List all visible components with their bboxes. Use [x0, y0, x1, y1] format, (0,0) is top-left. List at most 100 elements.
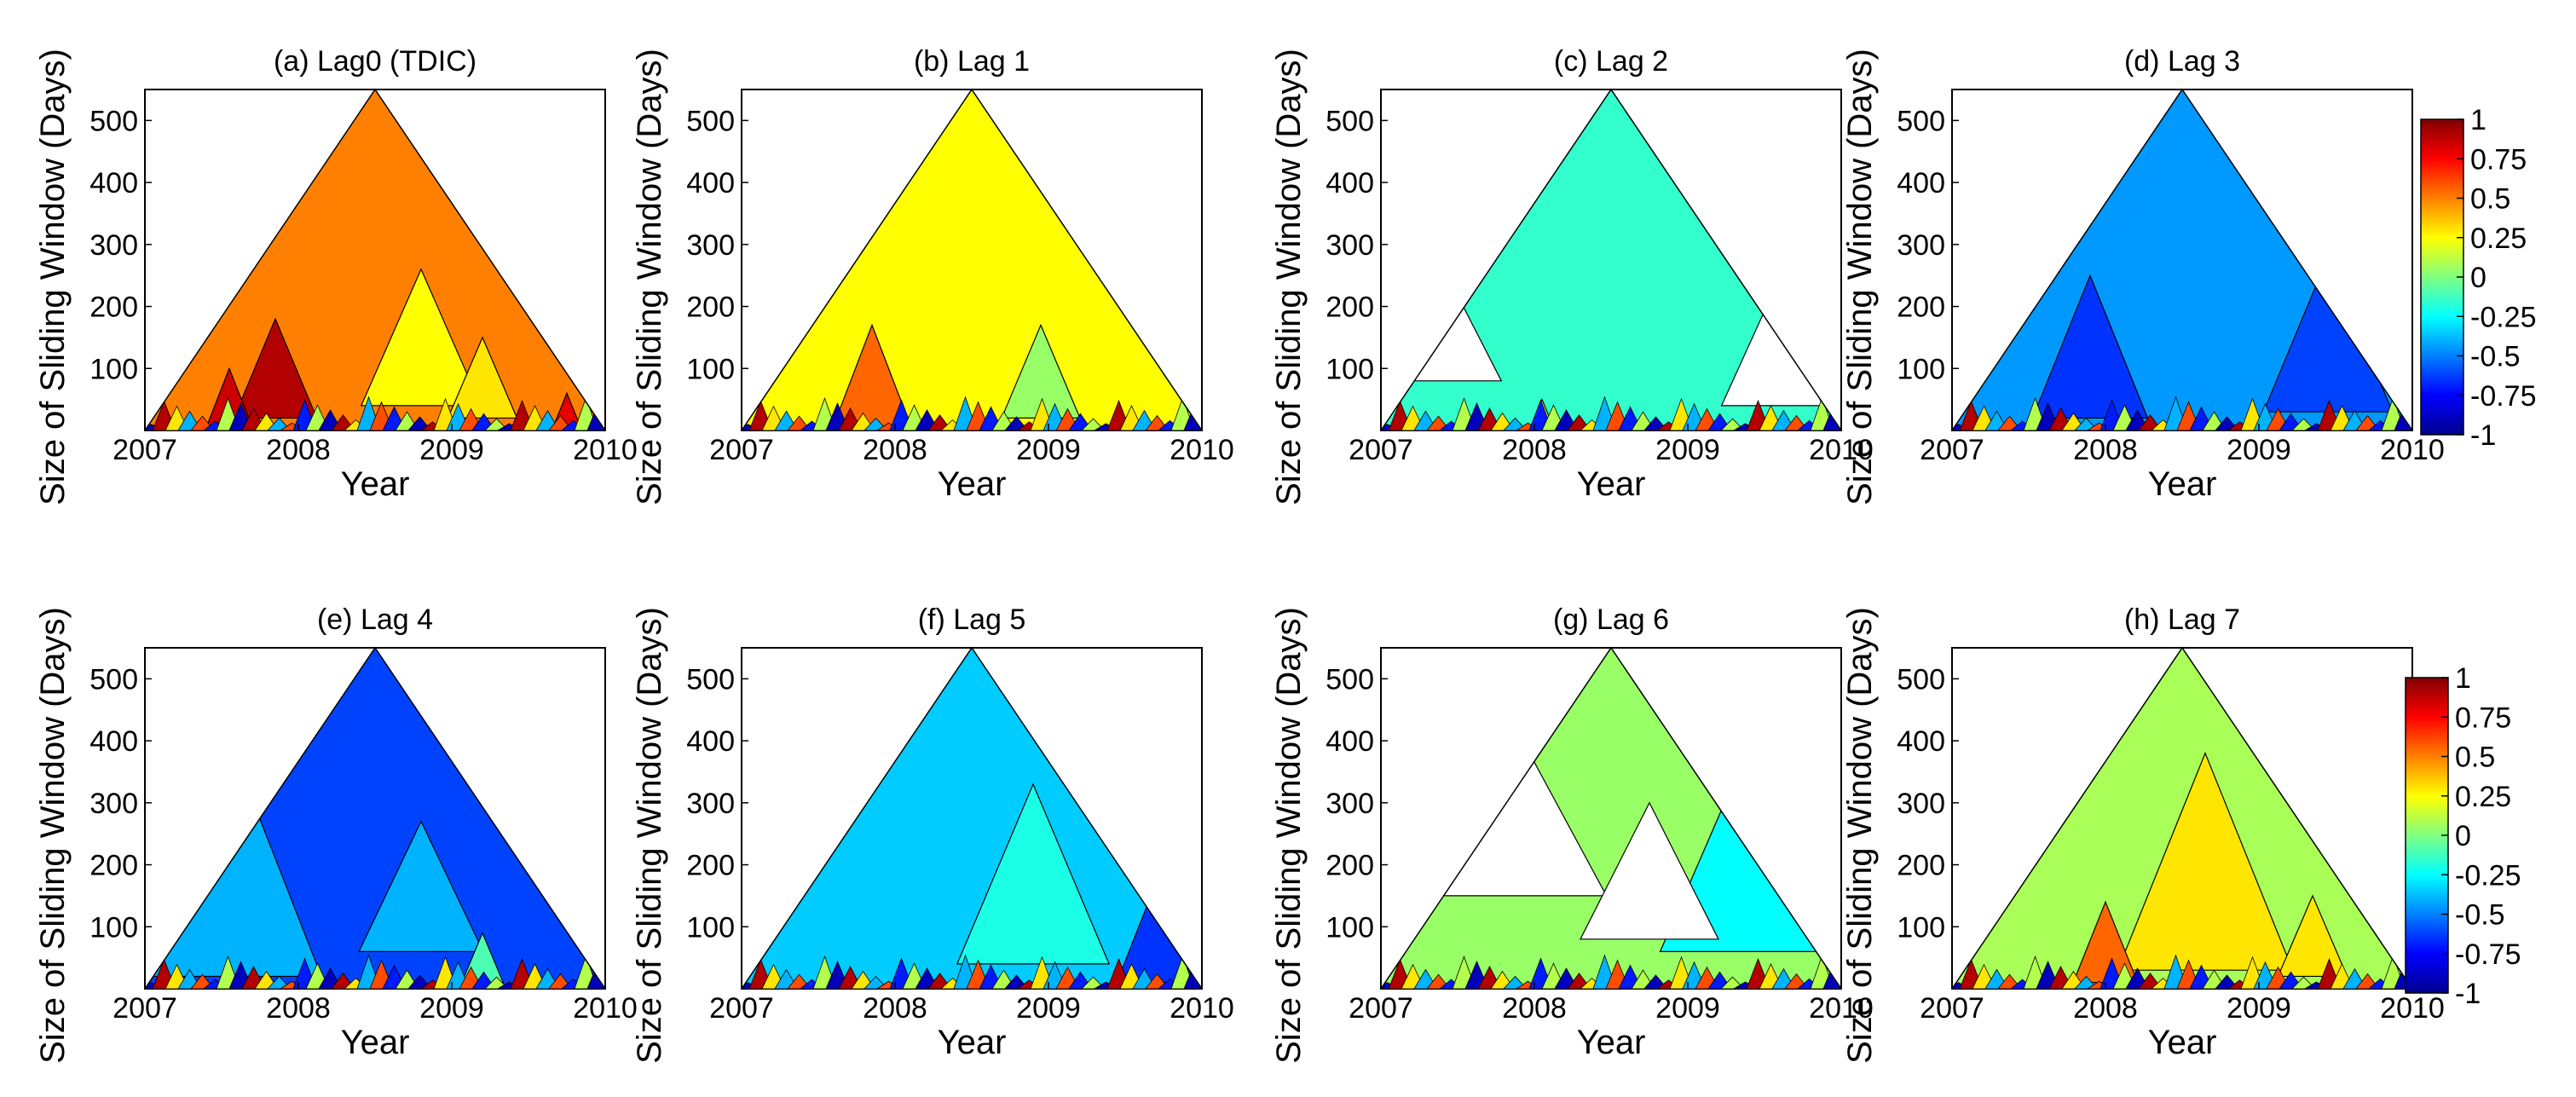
colorbar-0: 1 0.75 0.5 0.25 0 -0.25 -0.5 -0.75 -1: [2420, 104, 2537, 452]
panel-title: (e) Lag 4: [317, 603, 433, 636]
cone-boundary: [1951, 646, 2413, 990]
cone-boundary: [741, 88, 1203, 431]
heatmap-region: [358, 820, 484, 952]
panel-4: (e) Lag 4 2007 2008 2009 2010 100 200 300 400 500…: [34, 603, 638, 1064]
cone-boundary: [144, 646, 606, 990]
y-tick-label: 300: [1326, 788, 1374, 820]
cone-boundary: [1380, 646, 1842, 990]
x-tick-label: 2009: [2227, 992, 2291, 1025]
colorbar-1: 1 0.75 0.5 0.25 0 -0.25 -0.5 -0.75 -1: [2405, 662, 2521, 1010]
y-tick-label: 400: [1326, 725, 1374, 758]
x-axis-label: Year: [2148, 1024, 2217, 1061]
y-axis-label: Size of Sliding Window (Days): [1270, 49, 1308, 505]
colorbar-tick-label: -1: [2455, 978, 2481, 1010]
x-tick-label: 2007: [709, 434, 774, 466]
x-tick-label: 2007: [1920, 992, 1984, 1025]
colorbar-tick-label: -0.75: [2455, 938, 2521, 971]
heatmap-region: [360, 268, 482, 407]
x-tick-label: 2009: [1655, 434, 1720, 466]
y-tick-label: 300: [90, 229, 138, 262]
y-tick-label: 200: [1897, 292, 1945, 324]
colorbar-tick-label: -1: [2470, 419, 2496, 452]
heatmap-region: [2031, 274, 2149, 419]
y-tick-label: 500: [1326, 663, 1374, 696]
y-tick-label: 300: [1897, 788, 1945, 820]
x-tick-label: 2007: [113, 434, 177, 466]
y-tick-label: 200: [686, 850, 735, 882]
y-axis-label: Size of Sliding Window (Days): [631, 49, 668, 505]
cone-boundary: [1380, 88, 1842, 431]
y-axis-label: Size of Sliding Window (Days): [34, 607, 72, 1064]
x-tick-label: 2009: [419, 992, 484, 1025]
colorbar-tick-label: -0.25: [2455, 859, 2521, 892]
y-tick-label: 100: [1897, 911, 1945, 944]
y-tick-label: 500: [90, 105, 138, 137]
y-tick-label: 200: [90, 850, 138, 882]
panel-title: (a) Lag0 (TDIC): [274, 45, 477, 78]
x-tick-label: 2010: [573, 992, 638, 1025]
panel-title: (g) Lag 6: [1553, 603, 1669, 636]
colorbar-tick-label: 0: [2455, 820, 2471, 852]
colorbar-tick-label: 0: [2470, 262, 2486, 294]
panel-title: (f) Lag 5: [918, 603, 1026, 636]
y-tick-label: 500: [90, 663, 138, 696]
x-tick-label: 2007: [709, 992, 774, 1025]
heatmap-region: [233, 317, 318, 419]
x-tick-label: 2007: [1349, 992, 1413, 1025]
panel-7: (h) Lag 7 2007 2008 2009 2010 100 200 300 400 500…: [1841, 603, 2445, 1064]
x-tick-label: 2008: [863, 992, 927, 1025]
x-tick-label: 2010: [1170, 434, 1234, 466]
y-axis-label: Size of Sliding Window (Days): [631, 607, 668, 1064]
panel-6: (g) Lag 6 2007 2008 2009 2010 100 200 300 400 500…: [1270, 603, 1874, 1064]
panel-5: (f) Lag 5 2007 2008 2009 2010 100 200 300 400 500…: [631, 603, 1234, 1064]
y-tick-label: 400: [686, 725, 735, 758]
panel-title: (d) Lag 3: [2124, 45, 2240, 78]
x-tick-label: 2009: [1655, 992, 1720, 1025]
colorbar-tick-label: 1: [2470, 104, 2486, 136]
panel-title: (b) Lag 1: [914, 45, 1030, 78]
y-tick-label: 400: [90, 725, 138, 758]
y-tick-label: 300: [90, 788, 138, 820]
y-tick-label: 100: [686, 911, 735, 944]
colorbar-tick-label: 1: [2455, 662, 2471, 695]
x-tick-label: 2009: [419, 434, 484, 466]
y-tick-label: 100: [686, 353, 735, 385]
x-axis-label: Year: [2148, 465, 2217, 503]
colorbar-tick-label: 0.25: [2470, 222, 2527, 255]
colorbars: 1 0.75 0.5 0.25 0 -0.25 -0.5 -0.75 -1 1 0.75 0.5 0.2…: [2405, 104, 2537, 1010]
colorbar-tick-label: 0.5: [2455, 742, 2495, 774]
panels: (a) Lag0 (TDIC) 2007 2008 2009 2010 100 200 300…: [34, 45, 2445, 1064]
colorbar-tick-label: -0.75: [2470, 380, 2537, 413]
x-tick-label: 2009: [2227, 434, 2291, 466]
heatmap-region: [2277, 894, 2348, 978]
y-axis-label: Size of Sliding Window (Days): [34, 49, 72, 505]
y-tick-label: 100: [90, 911, 138, 944]
x-tick-label: 2007: [113, 992, 177, 1025]
x-axis-label: Year: [341, 465, 410, 503]
x-tick-label: 2009: [1016, 992, 1081, 1025]
y-axis-label: Size of Sliding Window (Days): [1270, 607, 1308, 1064]
heatmap-region: [1580, 801, 1719, 940]
x-tick-label: 2008: [1502, 434, 1567, 466]
y-tick-label: 200: [686, 292, 735, 324]
x-tick-label: 2010: [573, 434, 638, 466]
y-tick-label: 500: [686, 105, 735, 137]
panel-2: (c) Lag 2 2007 2008 2009 2010 100 200 300 400 500…: [1270, 45, 1874, 505]
x-tick-label: 2010: [1809, 434, 1874, 466]
panel-title: (h) Lag 7: [2124, 603, 2240, 636]
y-tick-label: 500: [686, 663, 735, 696]
x-axis-label: Year: [1577, 1024, 1646, 1061]
x-tick-label: 2010: [1170, 992, 1234, 1025]
y-tick-label: 100: [90, 353, 138, 385]
y-tick-label: 200: [1897, 850, 1945, 882]
x-tick-label: 2007: [1920, 434, 1984, 466]
cone-boundary: [1951, 88, 2413, 431]
x-tick-label: 2008: [266, 992, 331, 1025]
y-tick-label: 300: [686, 788, 735, 820]
x-tick-label: 2008: [2073, 434, 2138, 466]
y-tick-label: 400: [1897, 725, 1945, 758]
panel-1: (b) Lag 1 2007 2008 2009 2010 100 200 300 400 500…: [631, 45, 1234, 505]
x-tick-label: 2010: [2380, 992, 2445, 1025]
x-axis-label: Year: [938, 1024, 1007, 1061]
y-tick-label: 200: [1326, 850, 1374, 882]
